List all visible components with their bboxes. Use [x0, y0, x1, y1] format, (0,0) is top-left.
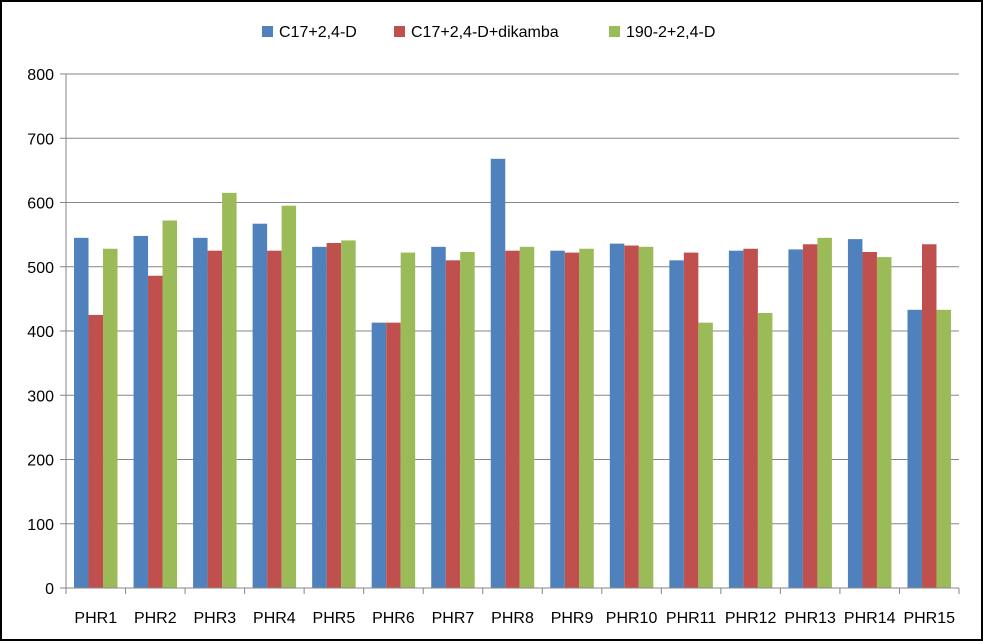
- x-tick-label: PHR5: [313, 610, 356, 627]
- bar-phr7-series-2: [445, 260, 461, 588]
- legend-label-3: 190-2+2,4-D: [626, 24, 715, 41]
- legend-swatch-3: [609, 26, 620, 37]
- bar-phr8-series-2: [505, 250, 520, 588]
- bar-phr11-series-2: [683, 252, 699, 589]
- x-tick-label: PHR9: [551, 610, 594, 627]
- bar-phr9-series-1: [550, 250, 565, 588]
- y-tick-label: 700: [27, 131, 54, 148]
- bar-phr2-series-2: [148, 275, 163, 588]
- bar-phr3-series-3: [222, 192, 237, 589]
- bar-phr4-series-2: [267, 250, 282, 588]
- x-tick-label: PHR10: [606, 610, 658, 627]
- bar-phr11-series-1: [669, 260, 684, 588]
- bar-phr6-series-2: [386, 322, 401, 588]
- x-tick-label: PHR2: [134, 610, 177, 627]
- bar-phr4-series-3: [281, 205, 297, 588]
- x-tick-label: PHR4: [253, 610, 296, 627]
- bar-phr9-series-3: [579, 248, 594, 588]
- y-tick-label: 600: [27, 196, 54, 213]
- x-tick-label: PHR1: [74, 610, 117, 627]
- bar-phr1-series-2: [88, 314, 104, 588]
- bar-phr14-series-2: [862, 251, 877, 588]
- y-tick-label: 0: [45, 581, 54, 598]
- bar-phr3-series-2: [207, 250, 223, 588]
- bar-phr5-series-1: [312, 246, 327, 588]
- y-tick-label: 300: [27, 388, 54, 405]
- bar-phr15-series-1: [907, 309, 922, 588]
- bar-phr5-series-3: [341, 240, 356, 588]
- x-tick-label: PHR6: [372, 610, 415, 627]
- bar-phr13-series-2: [802, 244, 818, 588]
- bar-phr11-series-3: [698, 322, 713, 588]
- bar-phr12-series-1: [728, 250, 744, 588]
- bar-phr6-series-3: [400, 252, 416, 589]
- x-tick-label: PHR8: [491, 610, 534, 627]
- bar-phr5-series-2: [326, 242, 342, 589]
- bar-phr1-series-1: [74, 237, 89, 588]
- bar-phr13-series-3: [817, 237, 832, 588]
- legend-swatch-2: [394, 26, 405, 37]
- bar-phr1-series-3: [103, 248, 118, 588]
- bar-phr15-series-3: [936, 309, 951, 588]
- bar-phr8-series-1: [490, 158, 506, 588]
- x-tick-label: PHR15: [903, 610, 955, 627]
- legend-label-1: C17+2,4-D: [279, 24, 357, 41]
- y-axis: 0 100 200 300 400 500 600 700 800: [27, 67, 67, 598]
- y-tick-label: 500: [27, 260, 54, 277]
- bar-phr12-series-3: [757, 313, 773, 588]
- bar-phr10-series-1: [609, 243, 625, 588]
- bars: [74, 158, 951, 589]
- x-tick-label: PHR13: [784, 610, 836, 627]
- bar-phr10-series-3: [638, 246, 654, 588]
- legend-swatch-1: [262, 26, 273, 37]
- bar-phr7-series-1: [431, 246, 446, 588]
- bar-phr4-series-1: [252, 223, 268, 588]
- y-tick-label: 200: [27, 453, 54, 470]
- bar-phr14-series-3: [876, 257, 892, 588]
- y-tick-label: 400: [27, 324, 54, 341]
- x-tick-label: PHR3: [193, 610, 236, 627]
- bar-phr15-series-2: [921, 244, 937, 588]
- bar-phr7-series-3: [460, 251, 475, 588]
- bar-phr3-series-1: [193, 237, 208, 588]
- x-tick-label: PHR14: [844, 610, 896, 627]
- bar-phr6-series-1: [371, 322, 387, 588]
- bar-phr8-series-3: [519, 246, 535, 588]
- bar-phr12-series-2: [743, 248, 758, 588]
- legend: C17+2,4-D C17+2,4-D+dikamba 190-2+2,4-D: [262, 24, 715, 41]
- bar-phr2-series-1: [133, 235, 149, 588]
- y-tick-label: 100: [27, 517, 54, 534]
- legend-label-2: C17+2,4-D+dikamba: [411, 24, 559, 41]
- x-tick-label: PHR7: [432, 610, 475, 627]
- x-axis: PHR1 PHR2 PHR3 PHR4 PHR5 PHR6 PHR7 PHR8 PHR9 PHR1…: [65, 587, 960, 627]
- bar-phr14-series-1: [847, 239, 863, 588]
- x-tick-label: PHR12: [725, 610, 777, 627]
- y-tick-label: 800: [27, 67, 54, 84]
- x-tick-label: PHR11: [666, 610, 716, 627]
- bar-phr10-series-2: [624, 245, 639, 589]
- bar-phr9-series-2: [564, 252, 580, 589]
- bar-phr13-series-1: [788, 249, 803, 588]
- bar-phr2-series-3: [162, 220, 178, 589]
